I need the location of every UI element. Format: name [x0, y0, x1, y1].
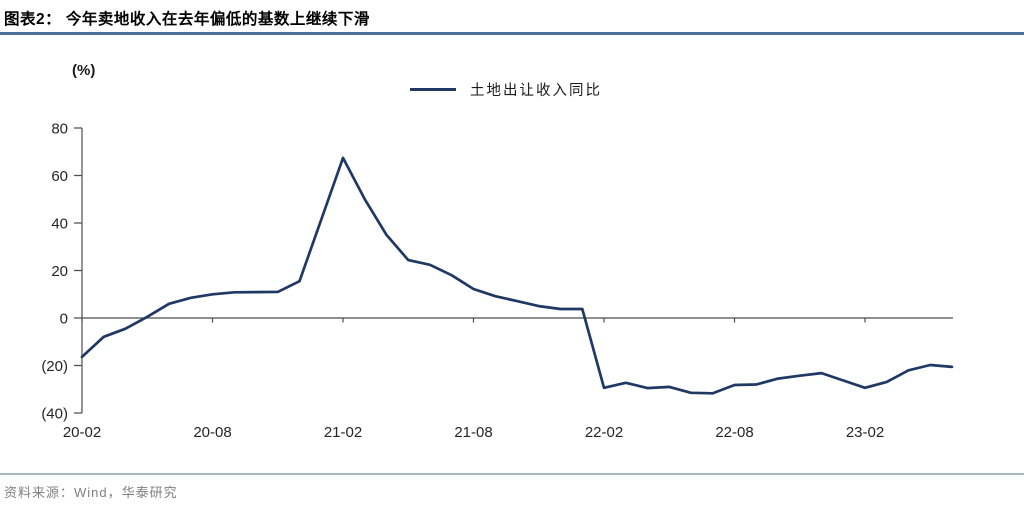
x-tick-label: 22-02 — [585, 424, 623, 441]
y-tick-label: (40) — [41, 406, 68, 423]
x-tick-label: 20-08 — [193, 424, 231, 441]
y-tick-label: 80 — [51, 121, 68, 138]
x-tick-label: 23-02 — [846, 424, 884, 441]
title-divider — [0, 32, 1024, 35]
y-tick-label: 0 — [60, 311, 68, 328]
y-tick-label: 40 — [51, 216, 68, 233]
x-tick-label: 21-02 — [324, 424, 362, 441]
y-axis — [74, 127, 83, 414]
source-note: 资料来源：Wind，华泰研究 — [4, 485, 178, 500]
series-line — [80, 156, 954, 395]
legend-line-marker — [410, 87, 456, 91]
line-chart: 80 60 40 20 0 (20) (40)20-02 20-08 21-02 21-08 22-… — [41, 121, 954, 441]
chart-legend: 土地出让收入同比 — [410, 81, 602, 99]
footer-divider — [0, 473, 1024, 475]
x-tick-label: 20-02 — [63, 424, 101, 441]
x-tick-label: 22-08 — [715, 424, 753, 441]
legend-label: 土地出让收入同比 — [470, 82, 602, 99]
x-tick-label: 21-08 — [454, 424, 492, 441]
figure-title: 图表2： 今年卖地收入在去年偏低的基数上继续下滑 — [4, 11, 370, 28]
y-tick-label: (20) — [41, 358, 68, 375]
x-axis — [81, 317, 953, 323]
y-tick-label: 60 — [51, 168, 68, 185]
y-tick-label: 20 — [51, 263, 68, 280]
y-axis-unit-label: (%) — [72, 62, 96, 79]
